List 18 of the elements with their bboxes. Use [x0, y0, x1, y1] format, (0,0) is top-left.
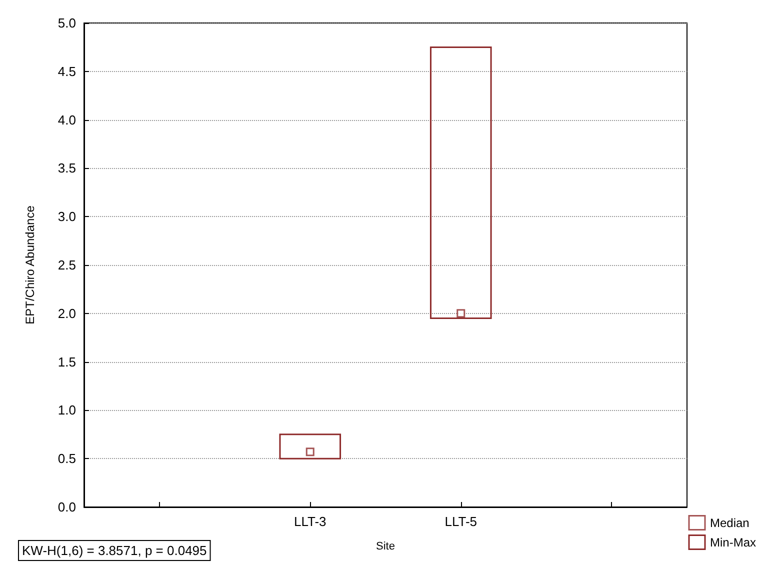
y-tick-label: 2.5 [58, 258, 76, 272]
legend-label: Min-Max [710, 535, 756, 550]
y-tick-label: 4.0 [58, 112, 76, 128]
y-tick-label: 5.0 [58, 16, 76, 30]
x-axis-title: Site [376, 540, 395, 552]
y-tick-label: 1.5 [58, 354, 76, 370]
y-tick-label: 3.5 [58, 160, 76, 176]
x-tick-label: LLT-3 [294, 514, 326, 529]
legend-label: Median [710, 516, 750, 530]
x-tick-label: LLT-5 [444, 514, 478, 529]
y-tick-label: 0.5 [58, 451, 76, 466]
y-tick-label: 1.0 [58, 402, 76, 418]
text: KW-H(1,6) = 3.8571, p = 0.0495 [22, 543, 207, 558]
y-axis-title: EPT/Chiro Abundance [23, 205, 37, 324]
y-tick-label: 3.0 [58, 209, 76, 224]
y-tick-label: 4.5 [58, 64, 76, 79]
y-tick-label: 2.0 [58, 306, 76, 321]
y-tick-label: 0.0 [58, 500, 76, 514]
